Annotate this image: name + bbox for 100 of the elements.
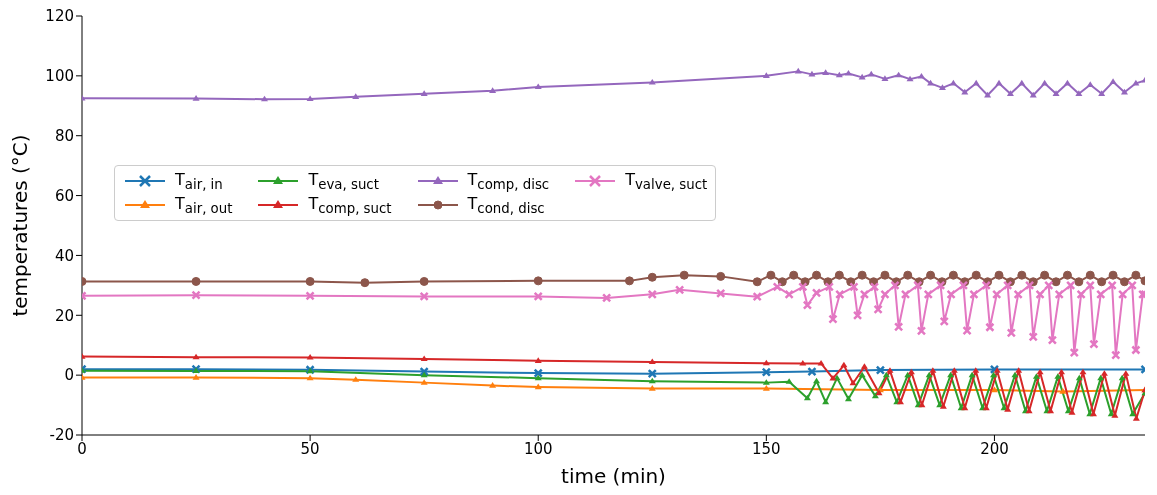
point	[844, 69, 852, 76]
point	[624, 276, 634, 286]
point	[990, 386, 998, 393]
point	[752, 277, 762, 287]
point	[533, 276, 543, 286]
point	[1111, 412, 1119, 418]
point	[990, 371, 998, 378]
point	[860, 363, 868, 369]
point	[766, 270, 776, 280]
point	[881, 75, 889, 81]
point	[260, 95, 268, 102]
point	[534, 374, 542, 381]
point	[489, 87, 497, 93]
y-tick-label: 100	[45, 67, 74, 86]
point	[191, 276, 201, 286]
legend-label: T$_{air, in}$	[175, 169, 223, 192]
point	[489, 382, 497, 388]
point	[857, 270, 867, 280]
point	[829, 374, 837, 381]
point	[1074, 277, 1084, 287]
point	[875, 365, 886, 375]
point	[1119, 277, 1129, 287]
point	[834, 270, 844, 280]
point	[903, 270, 913, 280]
x-tick-label: 200	[980, 439, 1009, 458]
x-axis-title: time (min)	[561, 464, 666, 488]
point	[993, 367, 1001, 373]
point	[989, 364, 1000, 375]
point	[534, 357, 542, 363]
point	[929, 367, 937, 373]
point	[1131, 270, 1141, 280]
point	[1109, 78, 1117, 84]
point	[420, 379, 428, 385]
point	[1108, 270, 1118, 280]
point	[533, 368, 543, 378]
point	[1015, 367, 1023, 373]
point	[1052, 90, 1060, 96]
point	[1097, 374, 1105, 381]
point	[1100, 370, 1108, 376]
point	[679, 270, 689, 280]
point	[812, 270, 822, 280]
point	[419, 276, 429, 286]
point	[762, 385, 770, 391]
point	[844, 395, 852, 402]
point	[648, 358, 656, 365]
point	[648, 78, 656, 85]
point	[419, 366, 429, 377]
point	[534, 383, 542, 390]
point	[803, 394, 811, 401]
point	[647, 272, 657, 282]
point	[360, 278, 370, 288]
point	[817, 359, 825, 366]
point	[762, 72, 770, 78]
point	[906, 75, 914, 82]
point	[822, 69, 830, 75]
point	[1085, 270, 1095, 280]
point	[1097, 277, 1107, 287]
point	[648, 377, 656, 384]
point	[647, 368, 658, 379]
point	[352, 93, 360, 99]
point	[950, 367, 958, 373]
point	[972, 367, 980, 373]
y-tick-label: 80	[54, 127, 74, 146]
point	[534, 83, 542, 90]
y-axis-title: temperatures (°C)	[8, 134, 33, 317]
point	[822, 398, 830, 405]
point	[1006, 90, 1014, 96]
legend-label: T$_{air, out}$	[175, 193, 233, 217]
point	[420, 90, 428, 96]
point	[948, 270, 958, 280]
point	[1017, 270, 1027, 280]
point	[192, 95, 200, 101]
point	[1075, 90, 1083, 96]
legend-label: T$_{comp, suct}$	[308, 193, 392, 217]
point	[1062, 270, 1072, 280]
point	[1054, 373, 1062, 379]
point	[1058, 368, 1066, 375]
point	[938, 84, 946, 90]
point	[716, 271, 726, 281]
point	[789, 270, 799, 280]
point	[1086, 81, 1094, 87]
y-tick-label: 0	[64, 366, 74, 385]
point	[1132, 415, 1140, 421]
point	[305, 276, 315, 286]
x-tick-label: 100	[523, 439, 553, 458]
point	[858, 371, 866, 378]
point	[352, 376, 360, 382]
point	[761, 367, 772, 377]
point	[1032, 373, 1040, 379]
legend-label: T$_{cond, disc}$	[467, 193, 545, 217]
legend-label: T$_{eva, suct}$	[308, 169, 379, 192]
point	[813, 377, 821, 384]
y-tick-label: 120	[45, 7, 74, 26]
point	[926, 270, 936, 280]
point	[785, 378, 793, 384]
point	[306, 95, 314, 101]
point	[777, 277, 787, 287]
point	[994, 270, 1004, 280]
point	[947, 371, 955, 378]
point	[971, 270, 981, 280]
